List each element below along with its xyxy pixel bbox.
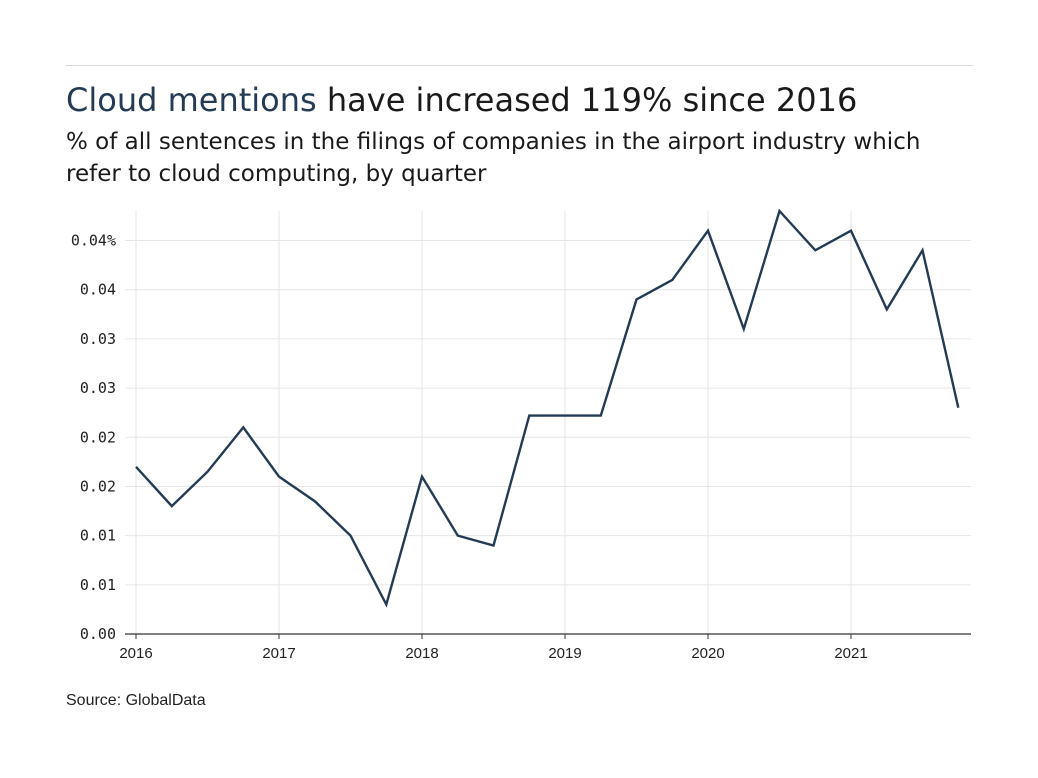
y-tick-label: 0.01 [80, 576, 116, 594]
y-tick-label: 0.04 [80, 281, 116, 299]
x-tick-label: 2018 [405, 645, 438, 662]
title-rest: have increased 119% since 2016 [316, 81, 858, 119]
top-rule [66, 65, 973, 66]
y-tick-label: 0.03 [80, 330, 116, 348]
series-line [135, 208, 960, 608]
y-tick-label: 0.02 [80, 477, 116, 495]
title-highlight: Cloud mentions [66, 81, 317, 119]
x-tick-label: 2020 [691, 645, 724, 662]
y-tick-label: 0.02 [80, 428, 116, 446]
source-note: Source: GlobalData [66, 692, 206, 709]
x-tick-label: 2016 [119, 645, 152, 662]
chart-title: Cloud mentions have increased 119% since… [66, 80, 857, 120]
x-tick-label: 2019 [548, 645, 581, 662]
chart-subtitle: % of all sentences in the filings of com… [66, 129, 921, 187]
x-tick-label: 2017 [262, 645, 295, 662]
y-tick-label: 0.01 [80, 527, 116, 545]
y-tick-label: 0.00 [80, 625, 116, 643]
y-tick-label: 0.04% [71, 232, 116, 250]
x-tick-label: 2021 [834, 645, 867, 662]
y-tick-label: 0.03 [80, 379, 116, 397]
